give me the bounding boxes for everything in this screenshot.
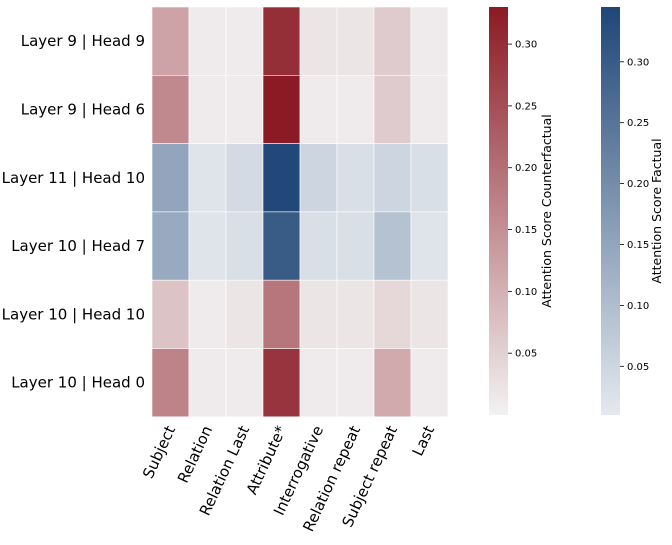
heatmap-cell-r1-c7: [410, 75, 449, 144]
heatmap-cell-r5-c0: [151, 348, 190, 418]
colorbar-factual-tick-label: 0.20: [627, 179, 649, 190]
heatmap-cell-r3-c1: [188, 211, 227, 281]
heatmap-cell-r1-c5: [336, 75, 375, 144]
heatmap-cells: [151, 6, 449, 418]
heatmap-cell-r1-c3: [262, 75, 301, 144]
colorbar-factual-tick-label: 0.10: [627, 301, 649, 312]
heatmap-cell-r0-c3: [262, 6, 301, 76]
heatmap-cell-r5-c7: [410, 348, 449, 418]
colorbar-counterfactual-tick-label: 0.15: [515, 225, 537, 236]
colorbar-counterfactual-tick-label: 0.30: [515, 40, 537, 51]
heatmap-cell-r4-c5: [336, 279, 375, 349]
heatmap-cell-r2-c5: [336, 143, 375, 213]
row-label-layer-11-head-10: Layer 11 | Head 10: [2, 169, 145, 187]
row-label-layer-10-head-10: Layer 10 | Head 10: [2, 305, 145, 323]
heatmap-cell-r0-c5: [336, 6, 375, 76]
column-label-last: Last: [409, 423, 439, 459]
colorbar-counterfactual-tick-label: 0.20: [515, 163, 537, 174]
heatmap-cell-r3-c6: [373, 211, 412, 281]
heatmap-cell-r5-c1: [188, 348, 227, 418]
heatmap-cell-r4-c1: [188, 279, 227, 349]
heatmap-cell-r4-c6: [373, 279, 412, 349]
heatmap-cell-r3-c0: [151, 211, 190, 281]
heatmap-cell-r2-c4: [299, 143, 338, 213]
heatmap-cell-r2-c3: [262, 143, 301, 213]
heatmap-cell-r3-c5: [336, 211, 375, 281]
heatmap-cell-r2-c7: [410, 143, 449, 213]
heatmap-cell-r1-c0: [151, 75, 190, 144]
heatmap-cell-r4-c3: [262, 279, 301, 349]
colorbar-factual-tick-label: 0.15: [627, 240, 649, 251]
heatmap-cell-r0-c6: [373, 6, 412, 76]
heatmap-cell-r5-c6: [373, 348, 412, 418]
colorbar-factual-tick-label: 0.30: [627, 57, 649, 68]
column-label-subject: Subject: [139, 423, 179, 482]
heatmap-cell-r2-c0: [151, 143, 190, 213]
heatmap-cell-r3-c3: [262, 211, 301, 281]
heatmap-cell-r1-c2: [225, 75, 264, 144]
heatmap-cell-r3-c7: [410, 211, 449, 281]
heatmap-cell-r0-c4: [299, 6, 338, 76]
heatmap-cell-r1-c4: [299, 75, 338, 144]
colorbar-counterfactual-tick-label: 0.05: [515, 349, 537, 360]
row-labels: Layer 9 | Head 9 Layer 9 | Head 6 Layer 11…: [2, 32, 145, 392]
colorbar-counterfactual-title: Attention Score Counterfactual: [539, 114, 554, 308]
heatmap-cell-r0-c2: [225, 6, 264, 76]
colorbar-factual: [601, 7, 620, 415]
heatmap-cell-r1-c1: [188, 75, 227, 144]
heatmap-cell-r2-c1: [188, 143, 227, 213]
row-label-layer-9-head-9: Layer 9 | Head 9: [21, 32, 145, 50]
colorbar-factual-title: Attention Score Factual: [649, 138, 664, 283]
heatmap-cell-r1-c6: [373, 75, 412, 144]
heatmap-cell-r0-c0: [151, 6, 190, 76]
heatmap-cell-r4-c0: [151, 279, 190, 349]
row-label-layer-9-head-6: Layer 9 | Head 6: [21, 100, 145, 118]
heatmap-cell-r4-c4: [299, 279, 338, 349]
column-label-relation: Relation: [174, 423, 216, 486]
heatmap-cell-r4-c2: [225, 279, 264, 349]
heatmap-cell-r3-c4: [299, 211, 338, 281]
colorbar-counterfactual-tick-label: 0.25: [515, 101, 537, 112]
colorbars: 0.05 0.10 0.15 0.20 0.25 0.30 Attention Score …: [489, 7, 664, 415]
heatmap-cell-r5-c5: [336, 348, 375, 418]
heatmap-cell-r3-c2: [225, 211, 264, 281]
colorbar-counterfactual: [489, 7, 508, 415]
colorbar-counterfactual-tick-label: 0.10: [515, 287, 537, 298]
heatmap-cell-r5-c3: [262, 348, 301, 418]
heatmap-cell-r2-c2: [225, 143, 264, 213]
heatmap-cell-r5-c2: [225, 348, 264, 418]
colorbar-factual-tick-label: 0.05: [627, 362, 649, 373]
heatmap-cell-r2-c6: [373, 143, 412, 213]
heatmap-cell-r0-c1: [188, 6, 227, 76]
heatmap-cell-r4-c7: [410, 279, 449, 349]
heatmap-cell-r0-c7: [410, 6, 449, 76]
row-label-layer-10-head-0: Layer 10 | Head 0: [11, 374, 145, 392]
colorbar-factual-tick-label: 0.25: [627, 118, 649, 129]
heatmap-cell-r5-c4: [299, 348, 338, 418]
row-label-layer-10-head-7: Layer 10 | Head 7: [11, 237, 145, 255]
